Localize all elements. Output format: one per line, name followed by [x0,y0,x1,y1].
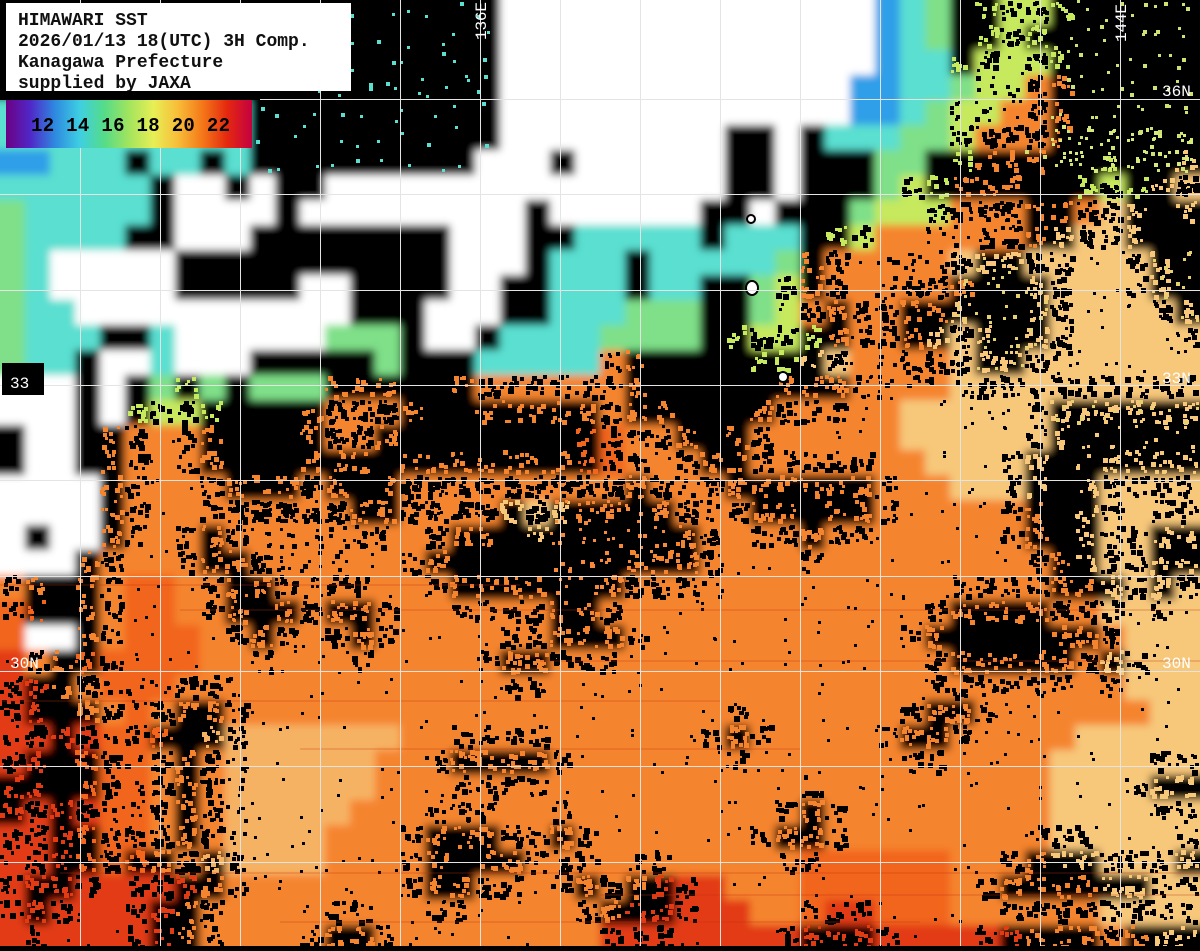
svg-text:136E: 136E [473,2,491,40]
svg-text:HIMAWARI SST: HIMAWARI SST [18,11,148,31]
svg-text:30N: 30N [10,655,39,673]
svg-text:33N: 33N [1162,370,1191,388]
svg-text:144E: 144E [1113,4,1131,42]
svg-text:30N: 30N [1162,655,1191,673]
svg-text:supplied by JAXA: supplied by JAXA [18,74,191,94]
svg-text:2026/01/13 18(UTC) 3H Comp.: 2026/01/13 18(UTC) 3H Comp. [18,32,310,52]
svg-text:33: 33 [10,375,29,393]
svg-text:Kanagawa Prefecture: Kanagawa Prefecture [18,53,223,73]
svg-text:12 14 16 18 20 22: 12 14 16 18 20 22 [31,115,230,137]
svg-text:36N: 36N [1162,83,1191,101]
